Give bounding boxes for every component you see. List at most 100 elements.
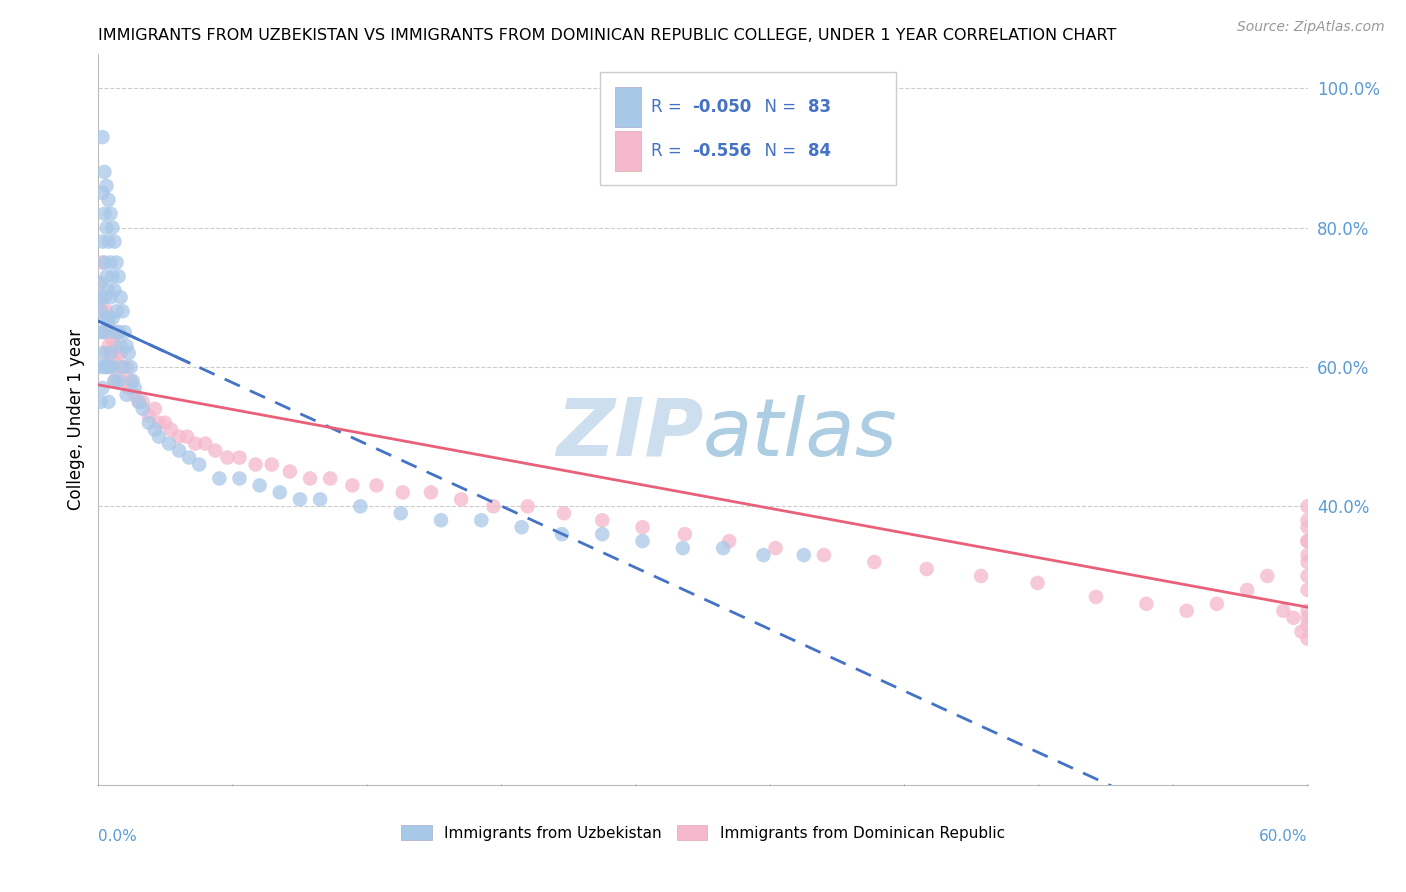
Point: [194, 436, 217, 450]
Point: [1296, 513, 1319, 527]
Point: [1135, 597, 1157, 611]
Point: [208, 471, 231, 485]
Point: [516, 500, 538, 514]
Point: [1291, 624, 1313, 639]
Point: [96, 178, 118, 193]
Point: [103, 325, 125, 339]
Point: [1296, 500, 1319, 514]
Point: [132, 394, 155, 409]
Point: [114, 374, 136, 388]
Point: [89, 277, 111, 291]
Point: [470, 513, 492, 527]
Point: [631, 534, 654, 549]
Point: [269, 485, 291, 500]
Point: [93, 325, 115, 339]
Point: [1296, 555, 1319, 569]
Point: [103, 339, 125, 353]
Point: [1296, 617, 1319, 632]
Point: [97, 359, 120, 374]
Point: [863, 555, 886, 569]
Point: [153, 416, 176, 430]
Point: [115, 359, 138, 374]
Point: [91, 346, 114, 360]
Point: [228, 471, 250, 485]
Point: [553, 506, 575, 520]
Point: [1296, 604, 1319, 618]
Point: [1175, 604, 1198, 618]
Point: [97, 311, 120, 326]
Point: [148, 416, 170, 430]
Text: 0.0%: 0.0%: [98, 829, 138, 844]
Point: [167, 430, 190, 444]
Point: [148, 430, 170, 444]
Point: [100, 325, 122, 339]
Point: [673, 527, 696, 541]
Y-axis label: College, Under 1 year: College, Under 1 year: [66, 328, 84, 510]
Point: [107, 325, 129, 339]
Point: [103, 235, 125, 249]
Point: [249, 478, 271, 492]
Text: IMMIGRANTS FROM UZBEKISTAN VS IMMIGRANTS FROM DOMINICAN REPUBLIC COLLEGE, UNDER : IMMIGRANTS FROM UZBEKISTAN VS IMMIGRANTS…: [98, 28, 1116, 43]
Point: [100, 290, 122, 304]
Point: [184, 436, 207, 450]
Point: [138, 409, 160, 423]
Point: [179, 450, 201, 465]
Point: [91, 235, 114, 249]
Point: [105, 255, 128, 269]
Point: [1296, 534, 1319, 549]
Point: [93, 290, 115, 304]
Point: [342, 478, 364, 492]
Point: [366, 478, 388, 492]
Point: [143, 423, 166, 437]
Point: [482, 500, 505, 514]
Point: [1296, 534, 1319, 549]
Point: [1296, 632, 1319, 646]
Point: [188, 458, 211, 472]
Point: [101, 332, 124, 346]
Point: [96, 304, 118, 318]
Point: [711, 541, 734, 555]
Text: 83: 83: [808, 98, 831, 116]
Point: [204, 443, 226, 458]
Point: [176, 430, 198, 444]
Point: [591, 527, 613, 541]
Point: [100, 255, 122, 269]
Point: [120, 359, 142, 374]
Point: [915, 562, 938, 576]
Point: [1296, 548, 1319, 562]
Point: [132, 401, 155, 416]
Point: [111, 359, 134, 374]
Text: R =: R =: [651, 142, 688, 160]
Point: [97, 284, 120, 298]
Point: [672, 541, 695, 555]
Point: [124, 388, 146, 402]
Point: [167, 443, 190, 458]
Point: [970, 569, 993, 583]
Text: Source: ZipAtlas.com: Source: ZipAtlas.com: [1237, 20, 1385, 34]
Point: [100, 359, 122, 374]
Point: [107, 269, 129, 284]
Text: 60.0%: 60.0%: [1260, 829, 1308, 844]
Point: [93, 325, 115, 339]
Point: [97, 318, 120, 333]
Point: [765, 541, 787, 555]
Point: [110, 346, 132, 360]
Point: [309, 492, 332, 507]
Point: [124, 381, 146, 395]
Point: [288, 492, 311, 507]
Point: [143, 401, 166, 416]
Point: [115, 388, 138, 402]
Point: [718, 534, 741, 549]
Point: [228, 450, 250, 465]
Point: [1296, 569, 1319, 583]
Point: [1282, 611, 1305, 625]
Text: 84: 84: [808, 142, 831, 160]
Point: [100, 207, 122, 221]
Point: [96, 220, 118, 235]
Point: [114, 325, 136, 339]
Point: [120, 374, 142, 388]
Text: N =: N =: [754, 98, 801, 116]
Point: [110, 290, 132, 304]
Point: [107, 325, 129, 339]
Point: [101, 269, 124, 284]
